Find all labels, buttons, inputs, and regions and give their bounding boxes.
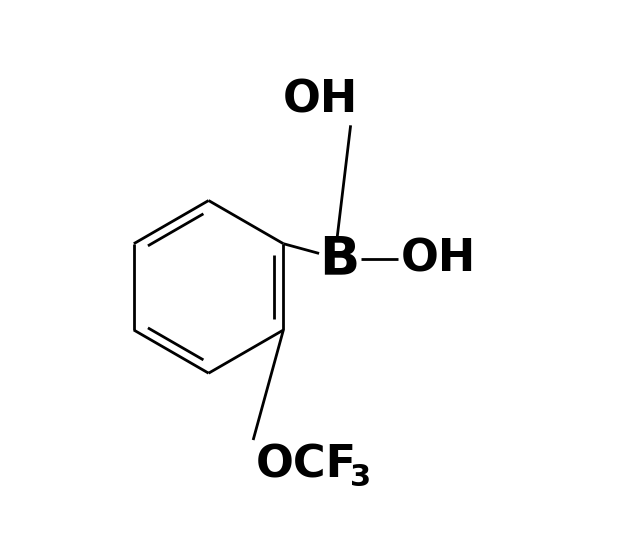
Text: OCF: OCF <box>256 443 357 487</box>
Text: OH: OH <box>401 237 476 281</box>
Text: OH: OH <box>282 79 358 122</box>
Text: B: B <box>319 233 360 285</box>
Text: 3: 3 <box>349 463 371 492</box>
